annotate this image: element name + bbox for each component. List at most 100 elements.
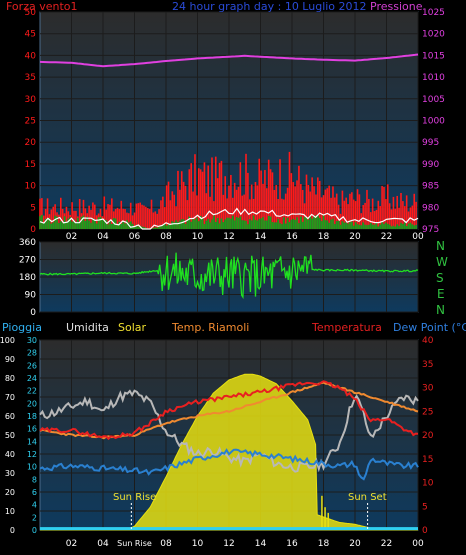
tick-label-wind: 5 [30,203,36,213]
legend-humidity: Umidita [66,321,109,334]
radiator-temperature-line [39,381,419,440]
sunset-label: Sun Set [348,492,387,503]
tick-label-hour: 20 [349,232,361,242]
tick-label-hour: 22 [381,232,392,242]
tick-label-temperature: 30 [422,384,434,394]
tick-label-direction: 180 [19,273,36,283]
tick-label-pressure: 995 [422,138,439,148]
legend-radiator: Temp. Riamoli [171,321,249,334]
tick-label-rain: 10 [27,463,37,472]
tick-label-percent: 10 [5,507,15,516]
tick-label-wind: 25 [25,117,36,127]
tick-label-percent: 80 [5,374,15,383]
wind-average-line [39,207,419,230]
tick-label-wind: 45 [25,30,36,40]
tick-label-wind: 40 [25,51,37,61]
tick-label-wind: 10 [25,182,37,192]
compass-w: W [436,255,448,269]
tick-label-hour: 00 [412,232,424,242]
rain-baseline [40,527,418,531]
tick-label-rain: 8 [32,475,37,484]
tick-label-rain: 0 [32,526,37,535]
tick-label-pressure: 1020 [422,30,445,40]
tick-label-temperature: 35 [422,360,433,370]
tick-label-percent: 50 [5,431,15,440]
tick-label-percent: 70 [5,393,15,402]
legend-rain: Pioggia [2,321,42,334]
compass-e: E [437,287,445,301]
tick-label-hour: 00 [412,539,424,549]
tick-label-wind: 50 [25,8,37,18]
tick-label-hour: 10 [192,539,204,549]
tick-label-hour: 02 [66,232,77,242]
tick-label-hour: 18 [318,232,330,242]
tick-label-hour: 04 [97,232,109,242]
pressure-line [39,53,419,68]
tick-label-pressure: 975 [422,225,439,235]
tick-label-hour: 14 [255,232,267,242]
compass-n: N [436,239,445,253]
tick-label-pressure: 985 [422,182,439,192]
tick-label-hour: 12 [223,539,234,549]
tick-label-temperature: 0 [422,526,428,536]
chart-title: 24 hour graph day : 10 Luglio 2012 [172,0,367,13]
dewpoint-line [39,448,419,481]
tick-label-direction: 270 [19,256,36,266]
tick-label-wind: 30 [25,95,37,105]
tick-label-pressure: 1025 [422,8,445,18]
legend-dewpoint: Dew Point (°C) [393,321,466,334]
tick-label-temperature: 25 [422,407,433,417]
tick-label-rain: 2 [32,513,37,522]
tick-label-hour: 10 [192,232,204,242]
tick-label-rain: 16 [27,425,37,434]
tick-label-pressure: 980 [422,203,439,213]
tick-label-pressure: 1000 [422,117,445,127]
tick-label-temperature: 40 [422,336,434,346]
tick-label-hour: Sun Rise [117,539,152,548]
tick-label-hour: 14 [255,539,267,549]
tick-label-rain: 14 [27,437,37,446]
tick-label-pressure: 1015 [422,51,445,61]
tick-label-rain: 20 [27,399,37,408]
tick-label-direction: 360 [19,238,36,248]
tick-label-wind: 20 [25,138,37,148]
tick-label-wind: 35 [25,73,36,83]
tick-label-temperature: 5 [422,502,428,512]
tick-label-percent: 90 [5,355,15,364]
tick-label-pressure: 990 [422,160,439,170]
tick-label-hour: 16 [286,232,298,242]
tick-label-percent: 0 [10,526,15,535]
tick-label-rain: 22 [27,387,37,396]
tick-label-hour: 20 [349,539,361,549]
tick-label-temperature: 15 [422,455,433,465]
tick-label-percent: 20 [5,488,15,497]
wind-direction-line [39,252,419,300]
temperature-line [39,380,419,441]
tick-label-wind: 15 [25,160,36,170]
axis-labels: 0510152025303540455097598098599099510001… [0,8,445,549]
tick-label-rain: 30 [27,336,37,345]
tick-label-hour: 16 [286,539,298,549]
tick-label-rain: 26 [27,361,37,370]
tick-label-pressure: 1010 [422,73,445,83]
tick-label-percent: 40 [5,450,15,459]
tick-label-temperature: 10 [422,479,434,489]
tick-label-rain: 24 [27,374,37,383]
tick-label-rain: 28 [27,349,37,358]
tick-label-percent: 100 [0,336,15,345]
sunrise-label: Sun Rise [113,492,156,503]
tick-label-hour: 02 [66,539,77,549]
tick-label-direction: 0 [30,308,36,318]
tick-label-percent: 30 [5,469,15,478]
tick-label-hour: 06 [129,232,141,242]
tick-label-rain: 12 [27,450,37,459]
compass-s: S [436,271,444,285]
compass-n-bottom: N [436,303,445,317]
tick-label-hour: 08 [160,232,172,242]
tick-label-rain: 6 [32,488,37,497]
chart-marks [39,53,419,531]
tick-label-hour: 18 [318,539,330,549]
tick-label-temperature: 20 [422,431,434,441]
